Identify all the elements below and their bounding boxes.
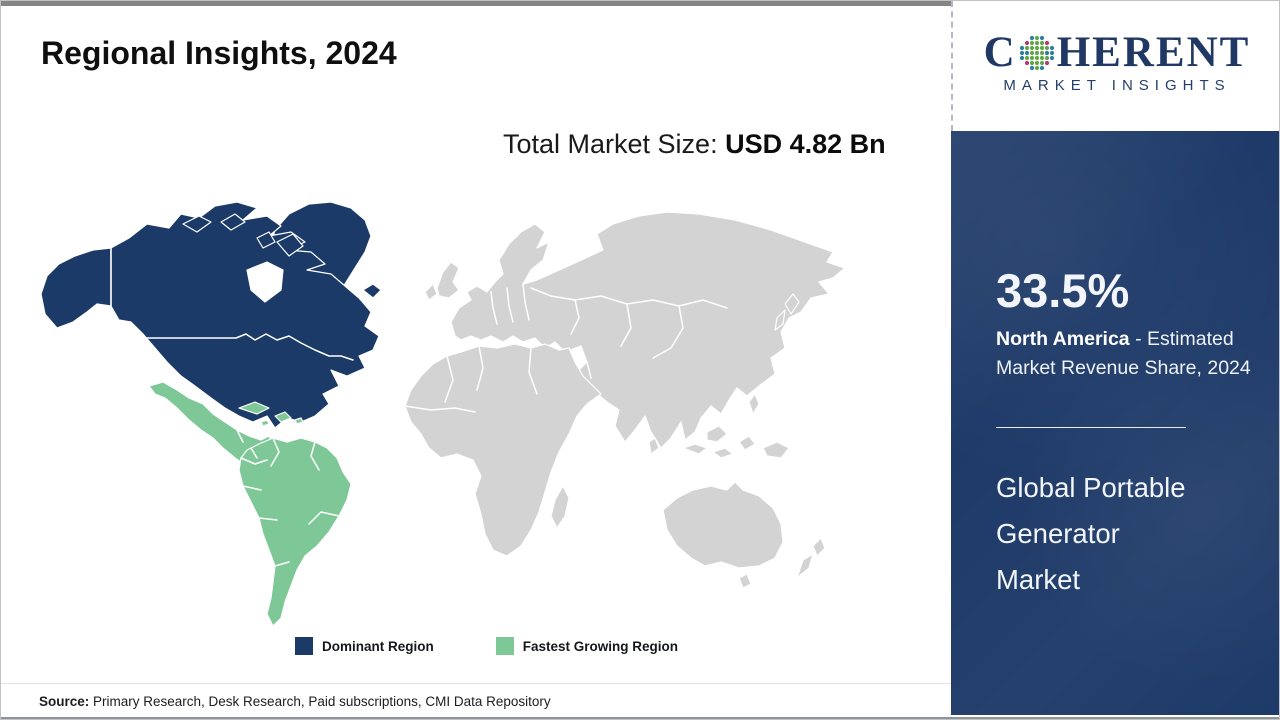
- legend-swatch-dominant: [295, 637, 313, 655]
- page-title: Regional Insights, 2024: [41, 35, 397, 71]
- map-region-fastest: [148, 381, 352, 627]
- sidebar-divider: [996, 427, 1186, 428]
- share-value: 33.5%: [996, 264, 1130, 317]
- share-metric: - Estimated Market Revenue Share, 2024: [996, 328, 1251, 380]
- share-description: North America - Estimated Market Revenue…: [996, 325, 1254, 384]
- source-line: Source: Primary Research, Desk Research,…: [39, 694, 551, 709]
- map-north-america-details: [110, 247, 354, 361]
- map-latin-america-borders: [236, 429, 340, 567]
- globe-dots-icon: [1019, 35, 1054, 70]
- top-border-strip: [1, 1, 1279, 6]
- map-region-dominant: [40, 201, 382, 429]
- market-name: Global Portable Generator Market: [996, 472, 1186, 595]
- source-label: Source:: [39, 694, 90, 709]
- logo-word-end: HERENT: [1056, 29, 1251, 76]
- source-text: Primary Research, Desk Research, Paid su…: [89, 694, 551, 709]
- logo-subtitle: MARKET INSIGHTS: [1003, 77, 1231, 94]
- logo-word-start: C: [983, 29, 1017, 76]
- bottom-border-strip: [1, 717, 1279, 719]
- map-region-other: [404, 211, 846, 589]
- logo-block: C: [951, 1, 1279, 131]
- share-region: North America: [996, 328, 1130, 350]
- total-market-size-value: USD 4.82 Bn: [725, 129, 886, 159]
- total-market-size-label: Total Market Size:: [503, 129, 726, 159]
- source-divider: [1, 683, 951, 684]
- sidebar-panel: 33.5% North America - Estimated Market R…: [951, 131, 1279, 715]
- legend-item-fastest: Fastest Growing Region: [495, 637, 679, 655]
- total-market-size: Total Market Size: USD 4.82 Bn: [503, 125, 895, 164]
- map-country-borders: [404, 283, 728, 413]
- legend-swatch-fastest: [495, 637, 514, 655]
- legend-label-fastest: Fastest Growing Region: [522, 638, 679, 654]
- legend-label-dominant: Dominant Region: [322, 638, 434, 654]
- map-legend: Dominant Region Fastest Growing Region: [295, 637, 678, 655]
- world-map: [31, 187, 911, 639]
- coherent-logo: C: [953, 29, 1279, 76]
- legend-item-dominant: Dominant Region: [295, 637, 434, 655]
